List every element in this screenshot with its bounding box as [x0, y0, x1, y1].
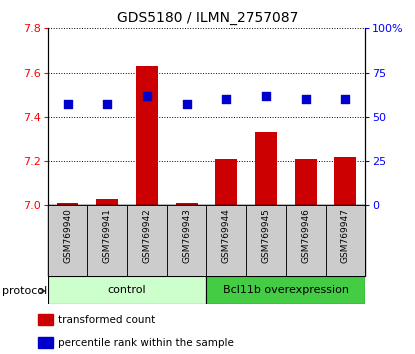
Text: GSM769943: GSM769943 [182, 208, 191, 263]
Bar [48, 276, 207, 304]
Text: control: control [108, 285, 146, 295]
Point [144, 93, 150, 98]
Text: Bcl11b overexpression: Bcl11b overexpression [223, 285, 349, 295]
Text: percentile rank within the sample: percentile rank within the sample [58, 338, 234, 348]
Point [64, 102, 71, 107]
Text: GSM769946: GSM769946 [301, 208, 310, 263]
Bar [48, 205, 88, 276]
Point [303, 96, 309, 102]
Point [183, 102, 190, 107]
Bar [215, 159, 237, 205]
Point [263, 93, 269, 98]
Bar [325, 205, 365, 276]
Bar [286, 205, 325, 276]
Bar [176, 203, 198, 205]
Bar [295, 159, 317, 205]
Point [104, 102, 110, 107]
Bar [246, 205, 286, 276]
Text: GSM769942: GSM769942 [142, 208, 151, 263]
Bar [334, 156, 356, 205]
Text: transformed count: transformed count [58, 315, 155, 325]
Bar [38, 337, 53, 348]
Point [342, 96, 349, 102]
Bar [127, 205, 167, 276]
Bar [136, 66, 158, 205]
Point [223, 96, 229, 102]
Text: GDS5180 / ILMN_2757087: GDS5180 / ILMN_2757087 [117, 11, 298, 25]
Text: GSM769940: GSM769940 [63, 208, 72, 263]
Bar [57, 203, 78, 205]
Text: GSM769947: GSM769947 [341, 208, 350, 263]
Bar [255, 132, 277, 205]
Bar [88, 205, 127, 276]
Text: GSM769944: GSM769944 [222, 208, 231, 263]
Bar [207, 276, 365, 304]
Bar [38, 314, 53, 325]
Text: GSM769941: GSM769941 [103, 208, 112, 263]
Text: GSM769945: GSM769945 [261, 208, 271, 263]
Bar [167, 205, 207, 276]
Bar [207, 205, 246, 276]
Text: protocol: protocol [2, 286, 47, 296]
Bar [96, 199, 118, 205]
